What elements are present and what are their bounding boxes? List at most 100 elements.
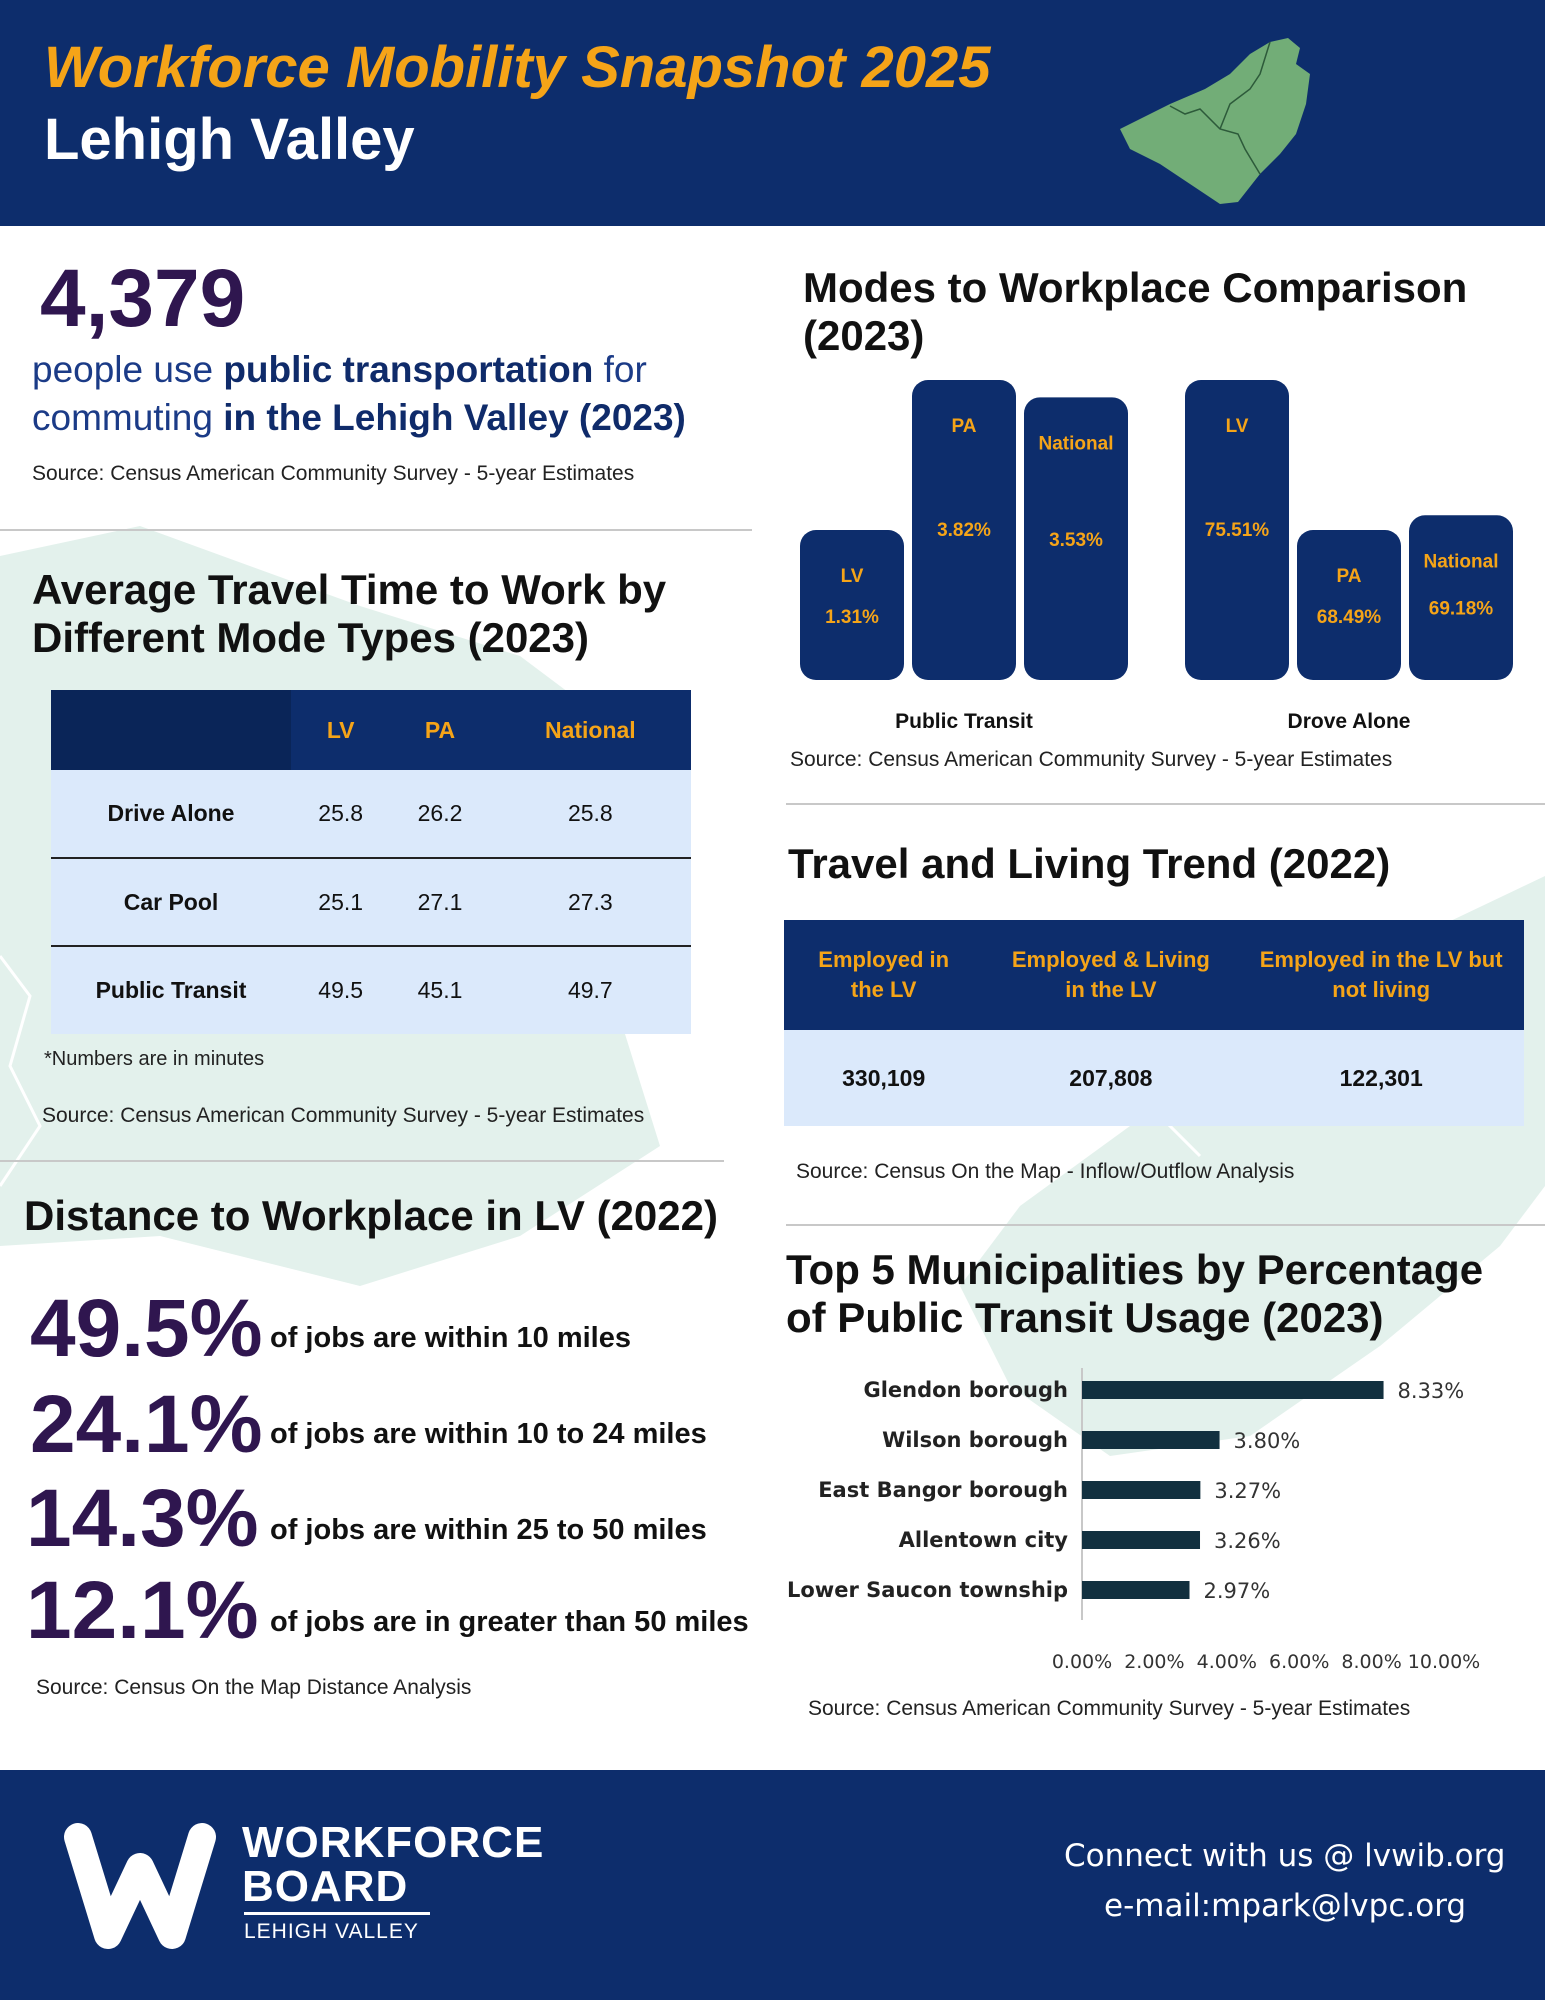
bar-value-label: 3.80% xyxy=(1234,1429,1301,1453)
table-cell: 26.2 xyxy=(390,770,490,859)
mode-bar xyxy=(1409,515,1513,680)
table-cell: 122,301 xyxy=(1238,1030,1524,1126)
distance-description: of jobs are within 10 to 24 miles xyxy=(270,1418,707,1450)
table-row: Drive Alone 25.8 26.2 25.8 xyxy=(51,770,691,859)
lehigh-valley-map-icon xyxy=(1120,38,1310,204)
table-cell: 49.7 xyxy=(489,946,691,1034)
page-title: Workforce Mobility Snapshot 2025 xyxy=(44,35,991,100)
municipality-bar xyxy=(1082,1531,1201,1549)
column-header: Employed & Living in the LV xyxy=(983,920,1239,1030)
mode-bar-value-label: 3.82% xyxy=(937,520,991,541)
mode-bar xyxy=(1024,397,1128,680)
logo-text: LEHIGH VALLEY xyxy=(244,1920,419,1943)
top5-source: Source: Census American Community Survey… xyxy=(808,1697,1411,1720)
mode-bar xyxy=(800,530,904,680)
mode-group-label: Public Transit xyxy=(895,710,1033,733)
municipality-bar xyxy=(1082,1481,1201,1499)
trend-source: Source: Census On the Map - Inflow/Outfl… xyxy=(796,1160,1295,1183)
mode-group-label: Drove Alone xyxy=(1288,710,1411,733)
mode-bar xyxy=(1185,380,1289,680)
distance-percent: 24.1% xyxy=(30,1379,263,1470)
trend-table: Employed in the LV Employed & Living in … xyxy=(784,920,1524,1126)
mode-bar-value-label: 75.51% xyxy=(1205,520,1270,541)
mode-bar xyxy=(912,380,1016,680)
category-label: Glendon borough xyxy=(863,1378,1068,1402)
mode-bar-value-label: 3.53% xyxy=(1049,530,1103,551)
x-tick-label: 4.00% xyxy=(1197,1651,1257,1673)
public-transport-description: people use public transportation for com… xyxy=(32,349,686,438)
public-transport-users-count: 4,379 xyxy=(40,253,246,344)
table-header-row: Employed in the LV Employed & Living in … xyxy=(784,920,1524,1030)
row-label: Car Pool xyxy=(51,858,291,947)
table-row: Car Pool 25.1 27.1 27.3 xyxy=(51,858,691,947)
bar-value-label: 3.26% xyxy=(1214,1529,1281,1553)
mode-bar-series-label: PA xyxy=(1337,566,1362,587)
trend-title: Travel and Living Trend (2022) xyxy=(788,840,1391,887)
distance-description: of jobs are within 10 miles xyxy=(270,1322,631,1354)
table-cell: 25.1 xyxy=(291,858,391,947)
distance-description: of jobs are in greater than 50 miles xyxy=(270,1606,749,1638)
travel-time-table: LV PA National Drive Alone 25.8 26.2 25.… xyxy=(51,690,691,1034)
top5-chart: Glendon borough 8.33% Wilson borough 3.80% E… xyxy=(787,1368,1480,1673)
page-subtitle: Lehigh Valley xyxy=(44,107,415,172)
mode-bar-series-label: PA xyxy=(952,416,977,437)
footer-banner xyxy=(0,1770,1545,2000)
bar-value-label: 8.33% xyxy=(1398,1379,1465,1403)
mode-bar-series-label: National xyxy=(1424,551,1499,572)
mode-bar-series-label: LV xyxy=(1226,416,1249,437)
municipality-bar xyxy=(1082,1581,1190,1599)
municipality-bar xyxy=(1082,1431,1220,1449)
distance-source: Source: Census On the Map Distance Analy… xyxy=(36,1676,472,1699)
column-header: Employed in the LV xyxy=(784,920,984,1030)
modes-source: Source: Census American Community Survey… xyxy=(790,748,1393,771)
workforce-board-logo-icon xyxy=(64,1823,216,1949)
table-cell: 207,808 xyxy=(983,1030,1239,1126)
table-cell: 330,109 xyxy=(784,1030,984,1126)
divider xyxy=(786,803,1545,805)
divider xyxy=(786,1224,1545,1226)
mode-bar-value-label: 68.49% xyxy=(1317,607,1382,628)
column-header: National xyxy=(489,690,691,770)
x-tick-label: 6.00% xyxy=(1269,1651,1329,1673)
travel-time-title: Average Travel Time to Work by Different… xyxy=(32,566,667,661)
table-cell: 45.1 xyxy=(390,946,490,1034)
table-cell: 27.3 xyxy=(489,858,691,947)
distance-description: of jobs are within 25 to 50 miles xyxy=(270,1514,707,1546)
mode-bar-value-label: 69.18% xyxy=(1429,599,1494,620)
x-tick-label: 8.00% xyxy=(1341,1651,1401,1673)
mode-bar-series-label: LV xyxy=(841,566,864,587)
distance-percent: 12.1% xyxy=(26,1565,259,1656)
category-label: East Bangor borough xyxy=(818,1478,1068,1502)
row-label: Public Transit xyxy=(51,946,291,1034)
contact-email[interactable]: e-mail:mpark@lvpc.org xyxy=(1104,1888,1467,1924)
logo-text: WORKFORCE xyxy=(242,1818,545,1867)
divider xyxy=(0,529,752,531)
distance-title: Distance to Workplace in LV (2022) xyxy=(24,1192,718,1239)
municipality-bar xyxy=(1082,1381,1384,1399)
contact-website[interactable]: Connect with us @ lvwib.org xyxy=(1064,1838,1506,1874)
modes-chart: LV 1.31% PA 3.82% National 3.53% Public Transi… xyxy=(800,380,1513,733)
table-row: Public Transit 49.5 45.1 49.7 xyxy=(51,946,691,1034)
table-cell: 27.1 xyxy=(390,858,490,947)
column-header: Employed in the LV but not living xyxy=(1238,920,1524,1030)
column-header: PA xyxy=(390,690,490,770)
travel-time-source: Source: Census American Community Survey… xyxy=(42,1104,645,1127)
table-cell: 25.8 xyxy=(489,770,691,859)
top5-title: Top 5 Municipalities by Percentage of Pu… xyxy=(786,1246,1484,1341)
hero-source: Source: Census American Community Survey… xyxy=(32,462,635,485)
category-label: Lower Saucon township xyxy=(787,1578,1068,1602)
travel-time-note: *Numbers are in minutes xyxy=(44,1048,265,1070)
distance-percent: 14.3% xyxy=(26,1473,259,1564)
mode-bar-value-label: 1.31% xyxy=(825,607,879,628)
divider xyxy=(0,1160,724,1162)
column-header: LV xyxy=(291,690,391,770)
distance-percent: 49.5% xyxy=(30,1283,263,1374)
table-row: 330,109 207,808 122,301 xyxy=(784,1030,1524,1126)
bar-value-label: 2.97% xyxy=(1204,1579,1271,1603)
logo-divider xyxy=(244,1912,430,1915)
mode-bar xyxy=(1297,530,1401,680)
bar-value-label: 3.27% xyxy=(1214,1479,1281,1503)
category-label: Allentown city xyxy=(899,1528,1069,1552)
table-header-row: LV PA National xyxy=(51,690,691,770)
mode-bar-series-label: National xyxy=(1039,433,1114,454)
